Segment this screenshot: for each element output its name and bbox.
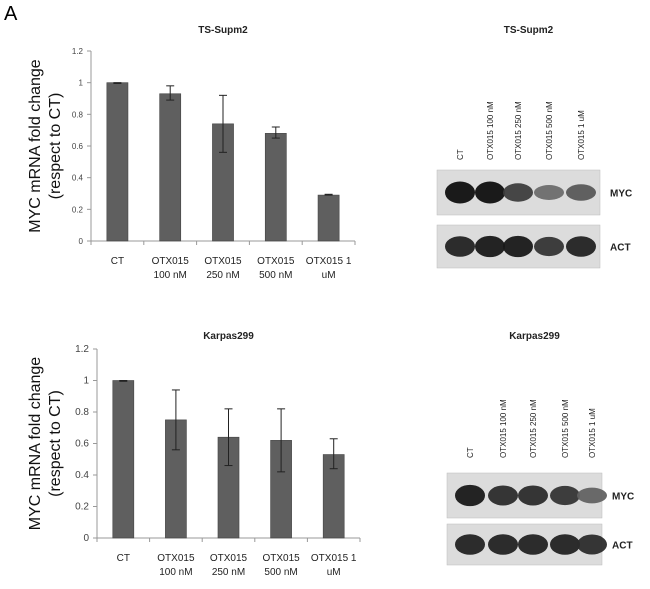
blot-row-label: ACT (612, 541, 633, 552)
x-tick-label: OTX015 (204, 256, 242, 267)
y-tick-label: 0.2 (72, 205, 84, 214)
blot-band (566, 184, 596, 201)
lane-label: OTX015 250 nM (529, 399, 538, 458)
x-tick-label: 100 nM (154, 270, 187, 281)
blot-band (455, 484, 485, 507)
x-tick-label: OTX015 1 (306, 256, 352, 267)
y-axis-label: (respect to CT) (47, 93, 64, 200)
bar (317, 194, 340, 242)
y-tick-label: 0 (83, 533, 89, 544)
x-tick-label: 100 nM (159, 567, 192, 578)
blot-band (488, 485, 518, 506)
x-tick-label: uM (327, 567, 341, 578)
bar (264, 133, 287, 242)
blot-band (550, 485, 580, 506)
x-tick-label: OTX015 (157, 553, 195, 564)
x-tick-label: OTX015 1 (311, 553, 357, 564)
y-tick-label: 0 (79, 237, 84, 246)
lane-label: OTX015 100 nM (486, 101, 495, 160)
blot-band (455, 534, 485, 555)
x-tick-label: uM (322, 270, 336, 281)
bar (112, 380, 135, 539)
x-tick-label: 250 nM (212, 567, 245, 578)
y-tick-label: 0.4 (75, 470, 89, 481)
blot-band (518, 534, 548, 555)
lane-label: CT (456, 149, 465, 160)
lane-label: OTX015 1 uM (577, 110, 586, 160)
blot-row-label: MYC (612, 492, 634, 503)
chart-title: TS-Supm2 (198, 25, 248, 36)
blot-row-label: ACT (610, 243, 631, 254)
blot-band (503, 183, 533, 202)
blot-band (577, 534, 607, 555)
y-tick-label: 1 (79, 79, 84, 88)
blot-band (445, 236, 475, 257)
lane-label: OTX015 500 nM (561, 399, 570, 458)
y-axis-label: MYC mRNA fold change (27, 357, 44, 531)
x-tick-label: OTX015 (257, 256, 295, 267)
bar (106, 82, 129, 242)
x-tick-label: CT (117, 553, 130, 564)
y-axis-label: MYC mRNA fold change (27, 59, 44, 233)
blot-band (475, 235, 505, 258)
blot-band (518, 485, 548, 506)
blot-band (577, 487, 607, 504)
blot-band (445, 181, 475, 204)
blot-band (488, 534, 518, 555)
y-tick-label: 0.8 (75, 407, 89, 418)
y-tick-label: 1.2 (72, 47, 84, 56)
lane-label: OTX015 250 nM (514, 101, 523, 160)
lane-label: OTX015 100 nM (499, 399, 508, 458)
bar (159, 93, 182, 242)
blot-band (503, 235, 533, 258)
y-tick-label: 0.6 (75, 439, 89, 450)
blot-band (566, 236, 596, 257)
lane-label: OTX015 500 nM (545, 101, 554, 160)
x-tick-label: 500 nM (259, 270, 292, 281)
y-tick-label: 0.4 (72, 174, 84, 183)
y-tick-label: 1.2 (75, 344, 89, 355)
blot-band (534, 236, 564, 257)
blot-title: TS-Supm2 (504, 25, 554, 36)
x-tick-label: 250 nM (206, 270, 239, 281)
y-axis-label: (respect to CT) (47, 390, 64, 497)
x-tick-label: OTX015 (152, 256, 190, 267)
x-tick-label: OTX015 (262, 553, 300, 564)
y-tick-label: 0.8 (72, 110, 84, 119)
y-tick-label: 0.2 (75, 502, 89, 513)
blot-title: Karpas299 (509, 331, 560, 342)
panel-label: A (4, 3, 18, 25)
lane-label: OTX015 1 uM (588, 408, 597, 458)
blot-row-label: MYC (610, 189, 632, 200)
blot-band (475, 181, 505, 204)
y-tick-label: 0.6 (72, 142, 84, 151)
blot-band (534, 185, 564, 200)
lane-label: CT (466, 447, 475, 458)
y-tick-label: 1 (83, 376, 89, 387)
x-tick-label: CT (111, 256, 124, 267)
chart-title: Karpas299 (203, 331, 254, 342)
x-tick-label: 500 nM (264, 567, 297, 578)
x-tick-label: OTX015 (210, 553, 248, 564)
blot-band (550, 534, 580, 555)
